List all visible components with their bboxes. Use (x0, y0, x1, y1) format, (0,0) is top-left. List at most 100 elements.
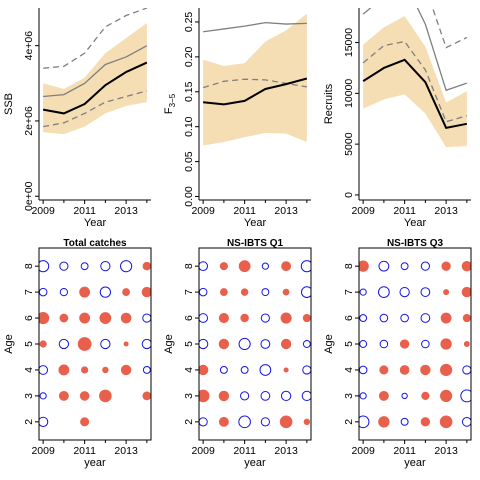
residual-bubble (142, 261, 151, 271)
residual-bubble (379, 365, 389, 375)
residual-bubble (58, 338, 70, 350)
series-line-2 (202, 78, 307, 89)
residual-bubble (440, 389, 453, 402)
residual-bubble (303, 418, 311, 426)
series-line-1 (43, 45, 148, 98)
residual-bubble (199, 261, 209, 272)
residual-bubble (238, 260, 251, 273)
y-tick-label: 8 (23, 263, 35, 269)
y-tick-label: 0.15 (183, 81, 195, 102)
y-axis-title: Age (3, 334, 15, 354)
x-tick-label: 2011 (233, 445, 256, 457)
y-tick-label: 6 (23, 315, 35, 321)
y-tick-label: 15000 (343, 28, 355, 57)
y-tick-label: 4 (23, 367, 35, 373)
x-tick-label: 2011 (393, 205, 416, 217)
residual-bubble (141, 338, 151, 350)
fbar-panel: 2009 2011 2013 0.00 0.05 0.10 0.15 0.20 0.25 Year… (163, 8, 311, 229)
residual-bubble (359, 365, 368, 375)
residual-bubble (302, 313, 311, 323)
residual-bubble (281, 261, 292, 272)
residual-bubble (359, 340, 368, 348)
y-tick-label: 8 (343, 263, 355, 269)
y-tick-label: 5000 (343, 132, 355, 156)
bubble_q1-plot-area (199, 260, 311, 429)
residual-bubble (120, 260, 133, 273)
residual-bubble (39, 416, 49, 427)
residual-bubble (59, 313, 69, 323)
residual-bubble (238, 415, 251, 429)
residual-bubble (120, 364, 132, 376)
residual-bubble (99, 312, 112, 324)
residual-bubble (142, 313, 151, 323)
residual-bubble (462, 365, 471, 375)
y-tick-label: 0.00 (183, 186, 195, 207)
y-axis-title-subscript: 3−5 (168, 93, 177, 107)
residual-bubble (219, 288, 228, 297)
residual-bubble (460, 389, 471, 403)
y-tick-label: 7 (343, 289, 355, 295)
residual-bubble (300, 286, 311, 298)
residual-bubble (379, 339, 389, 349)
plot-frame (198, 247, 312, 441)
residual-bubble (420, 261, 430, 271)
plot-frame (358, 247, 472, 441)
residual-bubble (421, 339, 430, 349)
y-tick-label: 4 (183, 367, 195, 373)
residual-bubble (240, 288, 249, 296)
residual-bubble (59, 261, 69, 271)
residual-bubble (79, 391, 90, 401)
residual-bubble (421, 391, 430, 400)
recruits-panel: 2009 2011 2013 0 5000 10000 15000 Year Recruits (323, 8, 471, 229)
residual-bubble (359, 288, 367, 296)
residual-bubble (199, 417, 208, 427)
y-tick-label: 7 (23, 289, 35, 295)
residual-bubble (440, 363, 453, 377)
bubble_q3-plot-area (359, 260, 471, 429)
residual-bubble (378, 260, 390, 272)
residual-bubble (420, 364, 431, 376)
residual-bubble (59, 287, 69, 297)
residual-bubble (301, 390, 311, 402)
confidence-band (43, 23, 147, 135)
residual-bubble (219, 365, 228, 374)
residual-bubble (39, 311, 50, 325)
series-line-0 (42, 61, 148, 115)
residual-bubble (80, 262, 89, 271)
x-tick-label: 2013 (114, 445, 138, 457)
residual-bubble (100, 338, 111, 350)
residual-bubble (123, 341, 129, 347)
residual-bubble (261, 288, 270, 297)
residual-bubble (440, 338, 452, 350)
series-line-3 (43, 90, 148, 128)
residual-bubble (218, 312, 229, 324)
panel-title: NS-IBTS Q1 (227, 238, 284, 249)
x-tick-label: 2009 (31, 205, 55, 217)
residual-bubble (260, 391, 271, 401)
x-tick-label: 2013 (114, 205, 138, 217)
y-tick-label: 5 (23, 341, 35, 347)
residual-bubble (440, 312, 452, 324)
x-tick-label: 2011 (393, 445, 416, 457)
bubble_total-panel: 2009 2011 2013 2 3 4 5 6 7 8 year Age Total catches (3, 238, 152, 469)
residual-bubble (302, 365, 311, 375)
fbar-plot-area (202, 13, 308, 146)
x-tick-label: 2013 (274, 445, 298, 457)
residual-bubble (400, 417, 409, 426)
residual-bubble (77, 337, 92, 351)
residual-bubble (280, 312, 292, 324)
residual-bubble (399, 339, 410, 349)
residual-bubble (261, 262, 269, 270)
residual-bubble (359, 392, 367, 400)
residual-bubble (282, 288, 290, 296)
y-tick-label: 0.25 (183, 12, 195, 33)
residual-bubble (300, 260, 311, 273)
x-tick-label: 2009 (191, 445, 215, 457)
residual-bubble (260, 339, 271, 349)
y-axis-title: Age (163, 334, 175, 354)
residual-bubble (260, 417, 270, 427)
residual-bubble (259, 364, 272, 376)
residual-bubble (240, 391, 250, 401)
residual-bubble (218, 338, 230, 350)
residual-bubble (80, 417, 90, 427)
